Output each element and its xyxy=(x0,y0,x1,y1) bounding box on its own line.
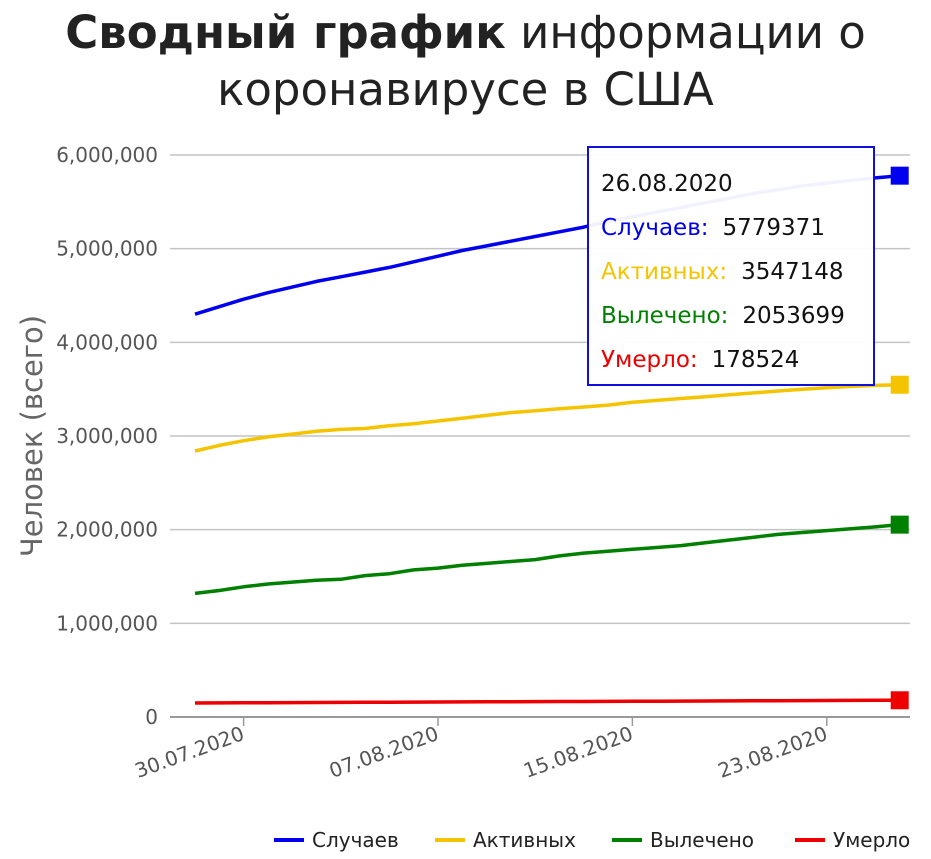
tooltip-row-label: Случаев: xyxy=(601,215,709,241)
legend-label: Умерло xyxy=(833,828,910,852)
series-end-marker[interactable] xyxy=(890,375,909,394)
series-end-marker[interactable] xyxy=(890,691,909,710)
x-tick-label: 23.08.2020 xyxy=(715,721,831,783)
series-line xyxy=(194,522,900,596)
title-bold: Сводный график xyxy=(65,6,506,59)
tooltip-row-label: Умерло: xyxy=(601,347,698,373)
title-rest: информации о xyxy=(505,6,866,59)
y-tick-label: 6,000,000 xyxy=(56,143,158,167)
tooltip-rows: Случаев: 5779371 Активных: 3547148 Вылечено:… xyxy=(601,206,873,382)
tooltip-row: Случаев: 5779371 xyxy=(601,206,873,250)
tooltip-row-value: 5779371 xyxy=(722,215,825,241)
chart-title: Сводный график информации о коронавирусе… xyxy=(0,4,931,118)
legend-item[interactable]: Активных xyxy=(435,828,576,852)
tooltip-row: Активных: 3547148 xyxy=(601,250,873,294)
series-line xyxy=(194,383,900,453)
tooltip-date: 26.08.2020 xyxy=(601,171,733,197)
y-tick-label: 1,000,000 xyxy=(56,611,158,635)
y-axis-label: Человек (всего) xyxy=(15,315,49,557)
tooltip-row-value: 2053699 xyxy=(742,303,845,329)
legend-label: Вылечено xyxy=(650,828,754,852)
tooltip-row-value: 3547148 xyxy=(741,259,844,285)
tooltip-row-label: Активных: xyxy=(601,259,728,285)
series xyxy=(194,166,909,710)
legend-item[interactable]: Случаев xyxy=(274,828,399,852)
y-tick-label: 3,000,000 xyxy=(56,424,158,448)
title-line-1: Сводный график информации о xyxy=(0,4,931,61)
title-line-2: коронавирусе в США xyxy=(217,63,714,116)
y-axis: 0 1,000,000 2,000,000 3,000,000 4,000,000 5,0… xyxy=(56,143,158,729)
legend-label: Случаев xyxy=(312,828,399,852)
tooltip-row: Вылечено: 2053699 xyxy=(601,294,873,338)
y-tick-label: 5,000,000 xyxy=(56,237,158,261)
series-end-marker[interactable] xyxy=(890,515,909,534)
legend: Случаев Активных Вылечено Умерло xyxy=(274,828,910,852)
tooltip-row-value: 178524 xyxy=(711,347,800,373)
y-tick-label: 0 xyxy=(145,705,158,729)
series-line xyxy=(194,698,900,705)
y-tick-label: 2,000,000 xyxy=(56,518,158,542)
x-tick-label: 30.07.2020 xyxy=(131,721,247,783)
tooltip-row: Умерло: 178524 xyxy=(601,338,873,382)
y-tick-label: 4,000,000 xyxy=(56,330,158,354)
x-axis: 30.07.2020 07.08.2020 15.08.2020 23.08.2020 xyxy=(131,717,831,783)
x-tick-label: 15.08.2020 xyxy=(520,721,636,783)
tooltip: 26.08.2020 Случаев: 5779371 Активных: 35471… xyxy=(587,146,875,386)
tooltip-row-label: Вылечено: xyxy=(601,303,729,329)
legend-item[interactable]: Умерло xyxy=(795,828,910,852)
series-end-marker[interactable] xyxy=(890,166,909,185)
legend-item[interactable]: Вылечено xyxy=(612,828,754,852)
x-tick-label: 07.08.2020 xyxy=(326,721,442,783)
legend-label: Активных xyxy=(473,828,576,852)
